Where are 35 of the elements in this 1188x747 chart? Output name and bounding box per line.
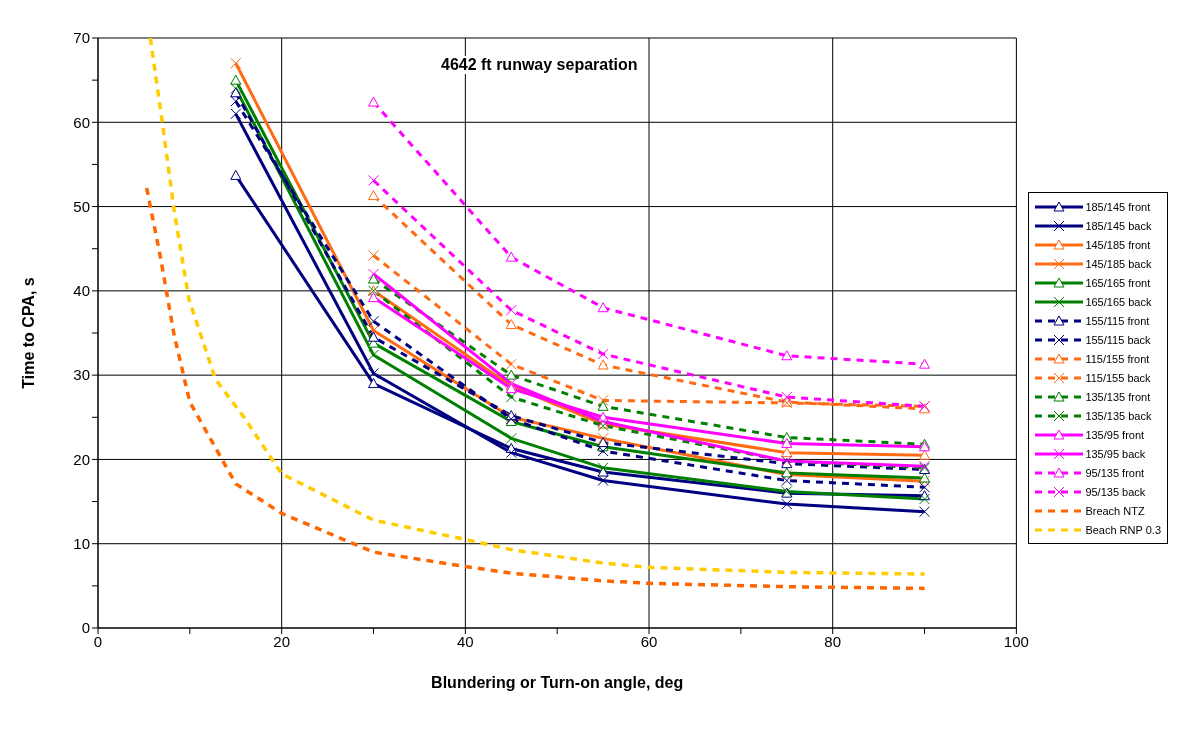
x-tick-label: 80 (824, 632, 842, 650)
x-tick-label: 40 (457, 632, 474, 650)
legend-label: 115/155 back (1085, 371, 1151, 384)
legend-label: 95/135 front (1085, 466, 1145, 479)
x-tick-label: 60 (640, 632, 658, 650)
y-tick-label: 50 (73, 197, 90, 215)
legend-label: 135/95 front (1085, 428, 1145, 441)
legend-label: 185/145 back (1085, 219, 1152, 232)
y-tick-label: 0 (81, 619, 90, 637)
legend-label: 145/185 back (1085, 257, 1152, 270)
legend-label: 155/115 front (1085, 314, 1150, 327)
x-tick-label: 20 (273, 632, 291, 650)
y-tick-label: 70 (73, 29, 90, 47)
legend-label: 95/135 back (1085, 485, 1146, 498)
x-tick-label: 0 (93, 632, 103, 650)
y-tick-label: 40 (73, 282, 90, 300)
x-axis-title: Blundering or Turn-on angle, deg (431, 674, 684, 691)
legend-label: 115/155 front (1085, 352, 1150, 365)
y-tick-label: 30 (73, 366, 90, 384)
legend-label: 135/95 back (1085, 447, 1146, 460)
legend-label: Beach RNP 0.3 (1085, 523, 1161, 536)
legend-label: 135/135 front (1085, 390, 1151, 403)
y-axis-title: Time to CPA, s (19, 277, 37, 389)
legend-label: 165/165 back (1085, 295, 1152, 308)
legend-label: 155/115 back (1085, 333, 1151, 346)
legend-label: 165/165 front (1085, 276, 1151, 289)
legend-label: 145/185 front (1085, 238, 1151, 251)
y-tick-label: 10 (73, 535, 90, 553)
legend-label: Breach NTZ (1085, 504, 1145, 517)
text: 4642 ft runway separation (438, 56, 641, 74)
legend-label: 185/145 front (1085, 200, 1151, 213)
y-tick-label: 20 (73, 450, 90, 468)
y-tick-label: 60 (73, 113, 90, 131)
x-tick-label: 100 (1003, 632, 1029, 650)
legend-label: 135/135 back (1085, 409, 1152, 422)
